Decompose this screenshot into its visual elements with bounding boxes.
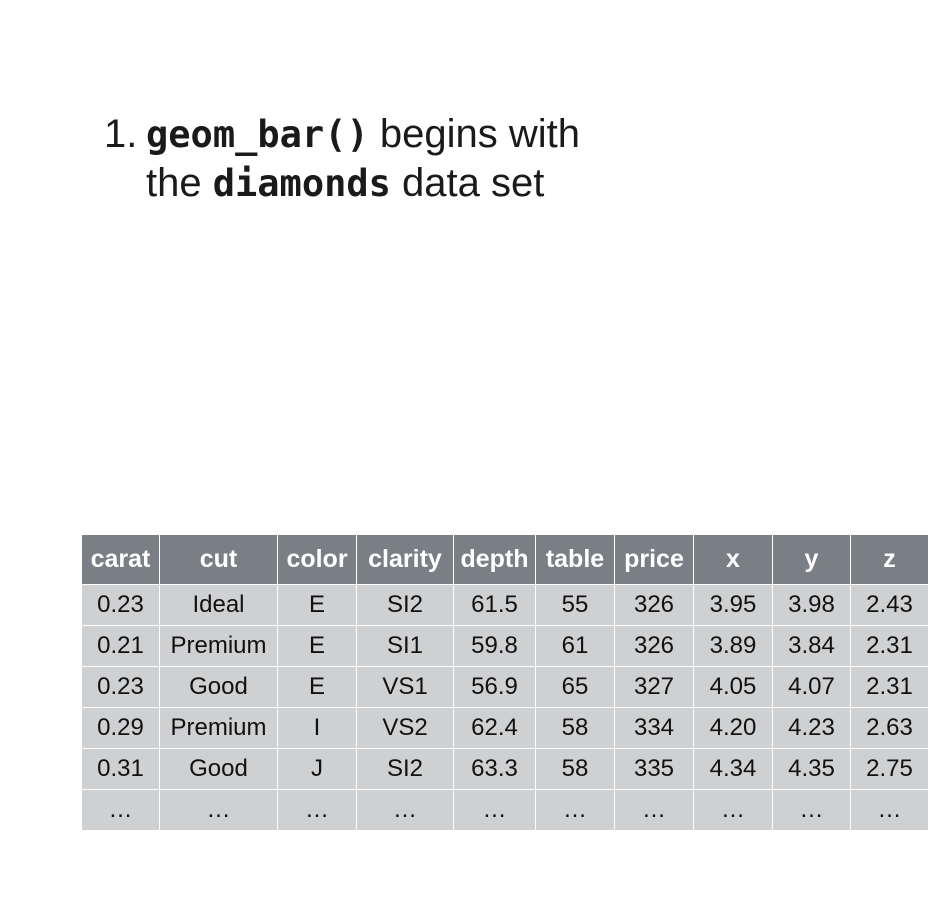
heading-line-1: 1. geom_bar() begins with — [104, 110, 580, 159]
table-cell: … — [159, 789, 278, 831]
table-cell: 62.4 — [453, 707, 536, 749]
table-cell: 2.31 — [850, 625, 929, 667]
column-header: x — [693, 534, 773, 585]
table-cell: 0.23 — [81, 584, 160, 626]
function-name: geom_bar() — [146, 113, 369, 156]
table-cell: 4.23 — [772, 707, 851, 749]
table-cell: 0.29 — [81, 707, 160, 749]
table-cell: Ideal — [159, 584, 278, 626]
table-cell: 4.20 — [693, 707, 773, 749]
table-cell: 326 — [614, 584, 694, 626]
table-row: 0.23 Ideal E SI2 61.5 55 326 3.95 3.98 2… — [81, 584, 929, 626]
table-cell: 61.5 — [453, 584, 536, 626]
slide-heading: 1. geom_bar() begins with the diamonds da… — [104, 110, 580, 208]
table-cell: 0.31 — [81, 748, 160, 790]
heading-text-2b: data set — [390, 161, 545, 205]
table-row-ellipsis: … … … … … … … … … … — [81, 789, 929, 831]
table-cell: Good — [159, 666, 278, 708]
table-cell: … — [693, 789, 773, 831]
table-row: 0.21 Premium E SI1 59.8 61 326 3.89 3.84… — [81, 625, 929, 667]
column-header: table — [535, 534, 615, 585]
table-cell: … — [535, 789, 615, 831]
diamonds-table: carat cut color clarity depth table pric… — [81, 534, 929, 831]
list-number: 1. — [104, 112, 138, 156]
column-header: clarity — [356, 534, 454, 585]
table-cell: Good — [159, 748, 278, 790]
table-cell: 334 — [614, 707, 694, 749]
column-header: price — [614, 534, 694, 585]
table-cell: 58 — [535, 707, 615, 749]
table-row: 0.29 Premium I VS2 62.4 58 334 4.20 4.23… — [81, 707, 929, 749]
table-cell: 4.07 — [772, 666, 851, 708]
table-cell: 2.63 — [850, 707, 929, 749]
table-cell: SI1 — [356, 625, 454, 667]
table-cell: 61 — [535, 625, 615, 667]
table-cell: I — [277, 707, 357, 749]
table-cell: … — [453, 789, 536, 831]
column-header: color — [277, 534, 357, 585]
table-cell: 56.9 — [453, 666, 536, 708]
heading-text-1: begins with — [368, 112, 580, 156]
table-header-row: carat cut color clarity depth table pric… — [81, 534, 929, 585]
table-cell: 4.05 — [693, 666, 773, 708]
table-cell: 0.21 — [81, 625, 160, 667]
table-cell: Premium — [159, 625, 278, 667]
table-cell: 2.31 — [850, 666, 929, 708]
table-cell: 55 — [535, 584, 615, 626]
column-header: depth — [453, 534, 536, 585]
table-cell: E — [277, 584, 357, 626]
table-cell: VS2 — [356, 707, 454, 749]
table-cell: 3.89 — [693, 625, 773, 667]
table-row: 0.23 Good E VS1 56.9 65 327 4.05 4.07 2.… — [81, 666, 929, 708]
table-cell: SI2 — [356, 748, 454, 790]
table-cell: E — [277, 666, 357, 708]
table-cell: 59.8 — [453, 625, 536, 667]
table-cell: VS1 — [356, 666, 454, 708]
table-cell: … — [81, 789, 160, 831]
table-cell: … — [850, 789, 929, 831]
table-cell: 2.43 — [850, 584, 929, 626]
table-cell: 3.84 — [772, 625, 851, 667]
column-header: y — [772, 534, 851, 585]
table-cell: 3.98 — [772, 584, 851, 626]
column-header: z — [850, 534, 929, 585]
table-cell: J — [277, 748, 357, 790]
table-cell: 4.34 — [693, 748, 773, 790]
table-cell: 327 — [614, 666, 694, 708]
table-cell: 63.3 — [453, 748, 536, 790]
table-row: 0.31 Good J SI2 63.3 58 335 4.34 4.35 2.… — [81, 748, 929, 790]
table-cell: 65 — [535, 666, 615, 708]
table-cell: 0.23 — [81, 666, 160, 708]
table-cell: … — [614, 789, 694, 831]
table-cell: … — [277, 789, 357, 831]
column-header: carat — [81, 534, 160, 585]
table-cell: 326 — [614, 625, 694, 667]
column-header: cut — [159, 534, 278, 585]
heading-text-2a: the — [146, 161, 213, 205]
table-cell: 335 — [614, 748, 694, 790]
dataset-name: diamonds — [212, 162, 391, 205]
table-cell: SI2 — [356, 584, 454, 626]
table-cell: 58 — [535, 748, 615, 790]
table-cell: … — [356, 789, 454, 831]
table-cell: … — [772, 789, 851, 831]
table-cell: Premium — [159, 707, 278, 749]
table-cell: 2.75 — [850, 748, 929, 790]
table-cell: 4.35 — [772, 748, 851, 790]
table-cell: 3.95 — [693, 584, 773, 626]
table-cell: E — [277, 625, 357, 667]
heading-line-2: the diamonds data set — [104, 159, 580, 208]
